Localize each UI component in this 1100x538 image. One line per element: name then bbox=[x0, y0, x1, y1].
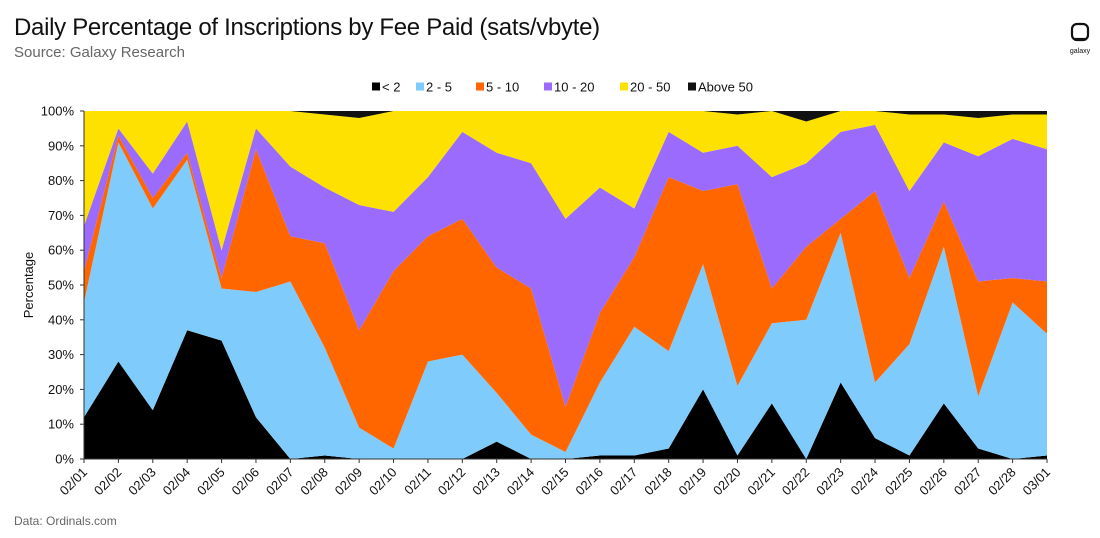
legend-label-2: 5 - 10 bbox=[486, 80, 519, 95]
legend-label-3: 10 - 20 bbox=[554, 80, 594, 95]
x-tick-label: 02/03 bbox=[125, 465, 159, 499]
legend-swatch-0 bbox=[372, 82, 380, 91]
y-tick-label: 30% bbox=[48, 347, 74, 362]
x-tick-label: 02/20 bbox=[710, 465, 744, 499]
x-tick-label: 02/15 bbox=[538, 465, 572, 499]
x-tick-label: 02/04 bbox=[160, 465, 194, 499]
legend-swatch-5 bbox=[688, 82, 696, 91]
data-source-note: Data: Ordinals.com bbox=[14, 514, 117, 528]
chart-title: Daily Percentage of Inscriptions by Fee … bbox=[14, 14, 600, 41]
legend-label-1: 2 - 5 bbox=[426, 80, 452, 95]
legend-swatch-2 bbox=[476, 82, 484, 91]
x-tick-label: 02/16 bbox=[572, 465, 606, 499]
chart-areas bbox=[84, 111, 1047, 459]
y-tick-label: 70% bbox=[48, 208, 74, 223]
area-series-4 bbox=[84, 111, 1047, 251]
x-tick-label: 02/24 bbox=[848, 465, 882, 499]
y-tick-label: 50% bbox=[48, 278, 74, 293]
legend-label-0: < 2 bbox=[382, 80, 400, 95]
x-tick-label: 02/18 bbox=[641, 465, 675, 499]
y-tick-label: 100% bbox=[41, 104, 75, 119]
y-tick-label: 10% bbox=[48, 417, 74, 432]
x-tick-label: 02/13 bbox=[469, 465, 503, 499]
x-tick-label: 02/19 bbox=[676, 465, 710, 499]
y-tick-label: 80% bbox=[48, 173, 74, 188]
x-tick-label: 02/23 bbox=[813, 465, 847, 499]
legend-swatch-3 bbox=[544, 82, 552, 91]
legend-label-4: 20 - 50 bbox=[630, 80, 670, 95]
y-tick-label: 90% bbox=[48, 138, 74, 153]
x-tick-label: 02/22 bbox=[779, 465, 813, 499]
x-tick-label: 02/21 bbox=[744, 465, 778, 499]
y-tick-label: 40% bbox=[48, 312, 74, 327]
x-tick-label: 03/01 bbox=[1020, 465, 1054, 499]
x-tick-label: 02/10 bbox=[366, 465, 400, 499]
area-series-3 bbox=[84, 121, 1047, 407]
area-series-1 bbox=[84, 142, 1047, 459]
x-tick-label: 02/27 bbox=[951, 465, 985, 499]
legend-label-5: Above 50 bbox=[698, 80, 753, 95]
x-tick-label: 02/12 bbox=[435, 465, 469, 499]
y-tick-label: 20% bbox=[48, 382, 74, 397]
x-tick-label: 02/25 bbox=[882, 465, 916, 499]
chart-subtitle: Source: Galaxy Research bbox=[14, 44, 185, 61]
x-tick-label: 02/07 bbox=[263, 465, 297, 499]
galaxy-logo-icon bbox=[1070, 22, 1090, 42]
legend-swatch-4 bbox=[620, 82, 628, 91]
x-tick-label: 02/11 bbox=[401, 465, 434, 498]
x-tick-label: 02/28 bbox=[985, 465, 1019, 499]
area-series-5 bbox=[84, 111, 1047, 122]
chart-legend: < 2 2 - 5 5 - 10 10 - 20 20 - 50 Above 50 bbox=[372, 80, 753, 95]
galaxy-logo-text: galaxy bbox=[1069, 48, 1091, 55]
legend-swatch-1 bbox=[416, 82, 424, 91]
y-tick-label: 0% bbox=[55, 452, 74, 467]
x-tick-label: 02/05 bbox=[194, 465, 228, 499]
area-series-0 bbox=[84, 330, 1047, 459]
area-series-2 bbox=[84, 135, 1047, 453]
x-tick-label: 02/17 bbox=[607, 465, 641, 499]
y-axis-label: Percentage bbox=[21, 252, 36, 319]
x-tick-label: 02/06 bbox=[228, 465, 262, 499]
x-tick-label: 02/01 bbox=[57, 465, 91, 499]
x-tick-label: 02/26 bbox=[916, 465, 950, 499]
x-tick-label: 02/08 bbox=[297, 465, 331, 499]
x-tick-label: 02/09 bbox=[332, 465, 366, 499]
x-tick-label: 02/02 bbox=[91, 465, 125, 499]
galaxy-logo: galaxy bbox=[1063, 22, 1097, 55]
y-tick-label: 60% bbox=[48, 243, 74, 258]
x-tick-label: 02/14 bbox=[504, 465, 538, 499]
